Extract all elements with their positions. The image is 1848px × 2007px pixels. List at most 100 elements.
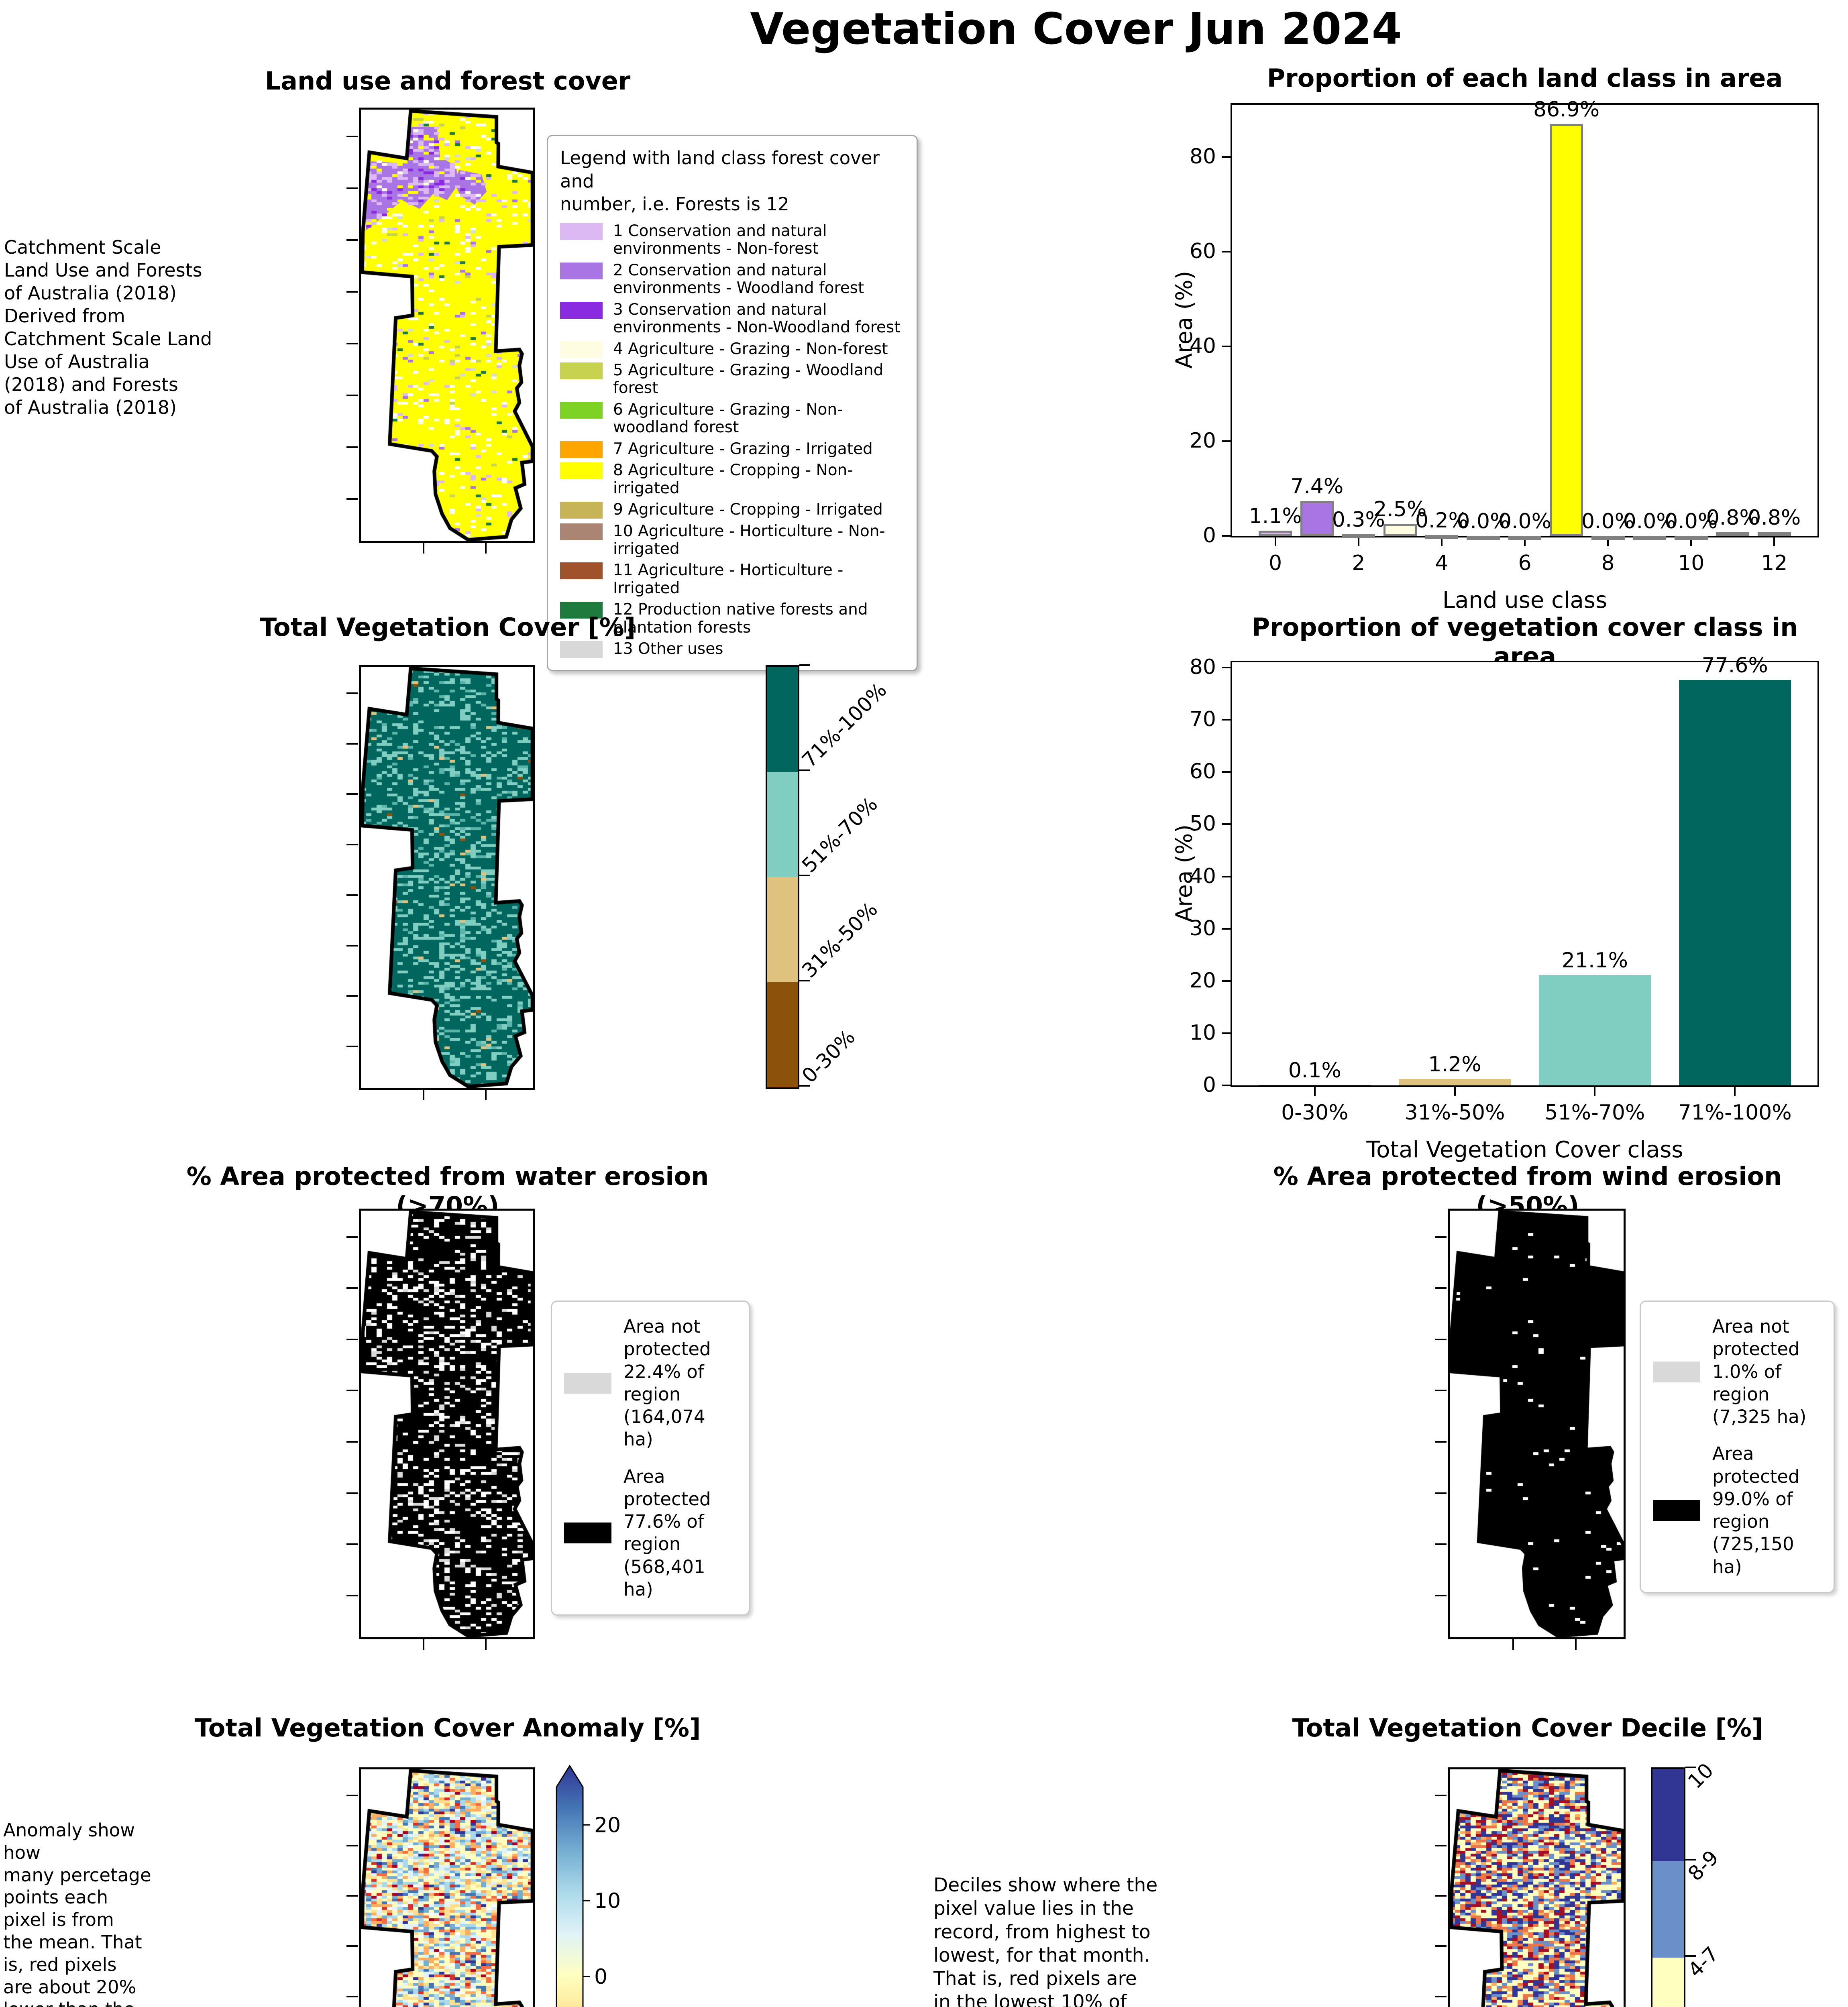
x-tick-label: 2 — [1352, 551, 1365, 575]
bar — [1425, 535, 1459, 539]
colorbar-segment — [767, 772, 798, 877]
map-x-tick — [423, 1639, 425, 1650]
colorbar-tick — [1685, 1858, 1696, 1860]
y-tick — [1222, 980, 1232, 982]
x-tick-label: 8 — [1601, 551, 1615, 575]
colorbar-tick-label: 51%-70% — [797, 792, 882, 877]
map-y-tick — [346, 844, 358, 846]
decile-map — [1435, 1767, 1626, 2007]
y-tick — [1222, 667, 1232, 668]
x-tick-label: 0 — [1269, 551, 1282, 575]
map-y-tick — [346, 1794, 358, 1796]
legend-item: 8 Agriculture - Cropping - Non-irrigated — [560, 462, 905, 497]
legend-swatch — [1653, 1500, 1700, 1521]
legend-item-label: 2 Conservation and natural environments … — [613, 261, 864, 297]
anomaly-map-canvas — [361, 1769, 533, 2007]
x-tick — [1594, 1085, 1596, 1096]
map-y-tick — [1435, 1844, 1447, 1846]
map-y-tick — [1435, 1895, 1447, 1897]
veg-cover-colorbar — [766, 665, 799, 1089]
legend-swatch — [560, 462, 603, 480]
x-tick-label: 71%-100% — [1678, 1101, 1792, 1125]
y-tick-label: 0 — [1202, 1073, 1216, 1097]
bar — [1591, 536, 1625, 540]
legend-swatch — [560, 362, 603, 379]
colorbar-tick-label: 10 — [1683, 1759, 1718, 1793]
y-tick — [1222, 771, 1232, 773]
map-y-tick — [346, 1945, 358, 1947]
legend-swatch — [560, 223, 603, 240]
anomaly-map-title: Total Vegetation Cover Anomaly [%] — [194, 1713, 701, 1742]
map-y-tick — [1435, 1287, 1447, 1289]
y-tick-label: 60 — [1189, 239, 1216, 263]
map-y-tick — [1435, 1794, 1447, 1796]
legend-item: 2 Conservation and natural environments … — [560, 261, 905, 297]
legend-item: Area not protected 1.0% of region (7,325… — [1653, 1315, 1822, 1428]
map-y-tick — [346, 1995, 358, 1997]
map-y-tick — [346, 1492, 358, 1494]
colorbar-segment — [767, 982, 798, 1087]
bar — [1300, 501, 1334, 536]
land-use-map-canvas — [361, 110, 533, 541]
map-y-tick — [1435, 1945, 1447, 1947]
bar-value-label: 0.0% — [1581, 509, 1635, 533]
bar-value-label: 0.0% — [1623, 509, 1676, 533]
water-erosion-map — [346, 1209, 535, 1650]
legend-swatch — [560, 401, 603, 419]
bar-value-label: 1.1% — [1249, 504, 1302, 528]
colorbar-tick-label: 71%-100% — [797, 678, 891, 772]
x-tick-label: 10 — [1678, 551, 1705, 575]
legend-item-label: Area not protected 1.0% of region (7,325… — [1712, 1316, 1807, 1427]
legend-item: 12 Production native forests and plantat… — [560, 601, 905, 637]
legend-item: 5 Agriculture - Grazing - Woodland fores… — [560, 361, 905, 397]
y-axis-label: Area (%) — [1171, 824, 1198, 922]
legend-swatch — [564, 1523, 611, 1544]
bar-value-label: 1.2% — [1428, 1052, 1481, 1077]
map-y-tick — [346, 1543, 358, 1545]
land-class-chart-plot-area — [1231, 103, 1819, 537]
bar — [1508, 536, 1542, 540]
legend-swatch — [560, 502, 603, 519]
legend-swatch — [560, 301, 603, 319]
x-tick — [1441, 536, 1443, 546]
legend-swatch — [560, 341, 603, 358]
legend-item: 10 Agriculture - Horticulture - Non-irri… — [560, 522, 905, 558]
colorbar-tick — [1685, 1767, 1696, 1768]
map-y-tick — [346, 291, 358, 293]
x-tick-label: 51%-70% — [1544, 1101, 1645, 1125]
bar — [1467, 536, 1500, 540]
legend-item-label: 3 Conservation and natural environments … — [613, 300, 901, 337]
anomaly-map — [346, 1767, 535, 2007]
land-use-map-title: Land use and forest cover — [265, 66, 631, 96]
map-y-tick — [346, 692, 358, 694]
anomaly-colorbar-tick-label: 0 — [594, 1965, 607, 1989]
legend-item: Area protected 99.0% of region (725,150 … — [1653, 1443, 1822, 1578]
map-y-tick — [1435, 1995, 1447, 1997]
map-x-tick — [1512, 1639, 1514, 1650]
map-y-tick — [346, 894, 358, 896]
decile-colorbar — [1651, 1767, 1685, 2007]
legend-swatch — [1653, 1361, 1700, 1382]
map-y-tick — [346, 187, 358, 189]
y-tick-label: 80 — [1189, 655, 1216, 679]
map-y-tick — [346, 1594, 358, 1596]
legend-item: 7 Agriculture - Grazing - Irrigated — [560, 440, 905, 458]
x-tick-label: 31%-50% — [1404, 1101, 1505, 1125]
x-tick-label: 4 — [1435, 551, 1449, 575]
legend-swatch — [560, 523, 603, 540]
legend-item-label: 6 Agriculture - Grazing - Non-woodland f… — [613, 400, 843, 437]
map-y-tick — [346, 394, 358, 396]
anomaly-colorbar-bar — [556, 1765, 584, 2007]
colorbar-tick — [799, 980, 810, 981]
map-y-tick — [346, 1338, 358, 1340]
legend-item: 9 Agriculture - Cropping - Irrigated — [560, 501, 905, 519]
map-y-tick — [346, 135, 358, 137]
map-y-tick — [346, 1046, 358, 1048]
legend-item-label: 1 Conservation and natural environments … — [613, 222, 827, 258]
map-y-tick — [1435, 1390, 1447, 1392]
y-tick — [1222, 535, 1232, 537]
colorbar-tick — [799, 769, 810, 771]
legend-item: Area not protected 22.4% of region (164,… — [564, 1315, 737, 1451]
